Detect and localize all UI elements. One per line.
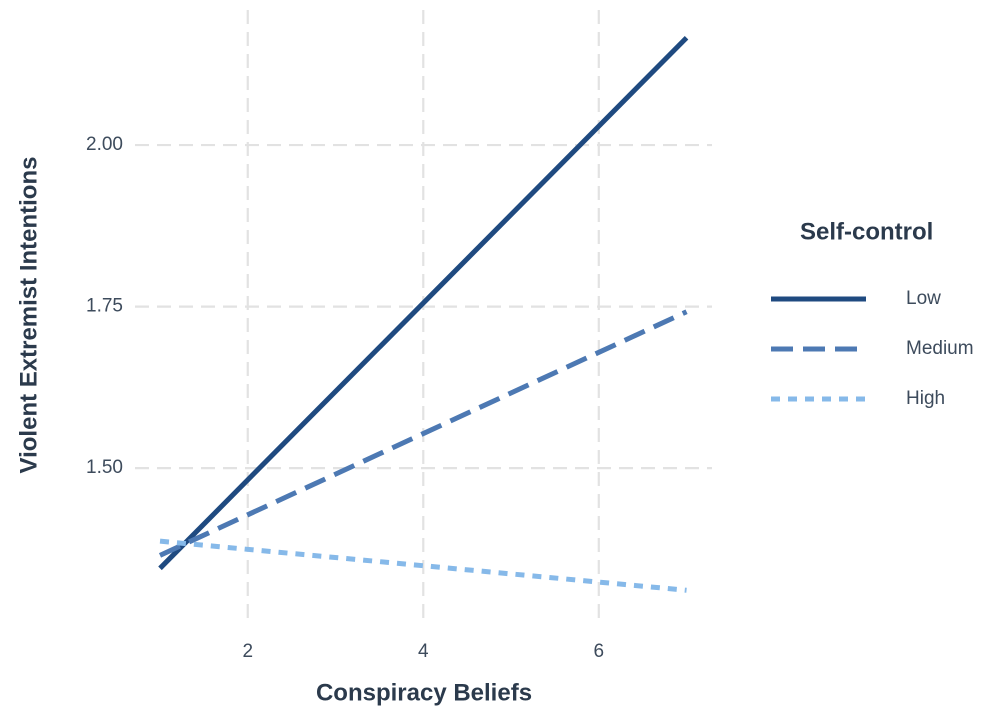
x-tick-label: 2 (242, 641, 253, 662)
line (158, 309, 688, 558)
legend-title: Self-control (800, 218, 933, 245)
x-tick-label: 6 (594, 641, 605, 662)
line (158, 36, 689, 571)
legend-label: High (906, 388, 945, 409)
legend-label: Low (906, 288, 941, 309)
y-tick-label: 1.50 (86, 457, 123, 478)
y-axis-title: Violent Extremist Intentions (15, 157, 42, 474)
x-axis-title: Conspiracy Beliefs (316, 679, 532, 706)
y-tick-label: 1.75 (86, 296, 123, 317)
y-tick-label: 2.00 (86, 134, 123, 155)
legend-label: Medium (906, 338, 974, 359)
line (159, 538, 687, 593)
x-tick-label: 4 (418, 641, 429, 662)
